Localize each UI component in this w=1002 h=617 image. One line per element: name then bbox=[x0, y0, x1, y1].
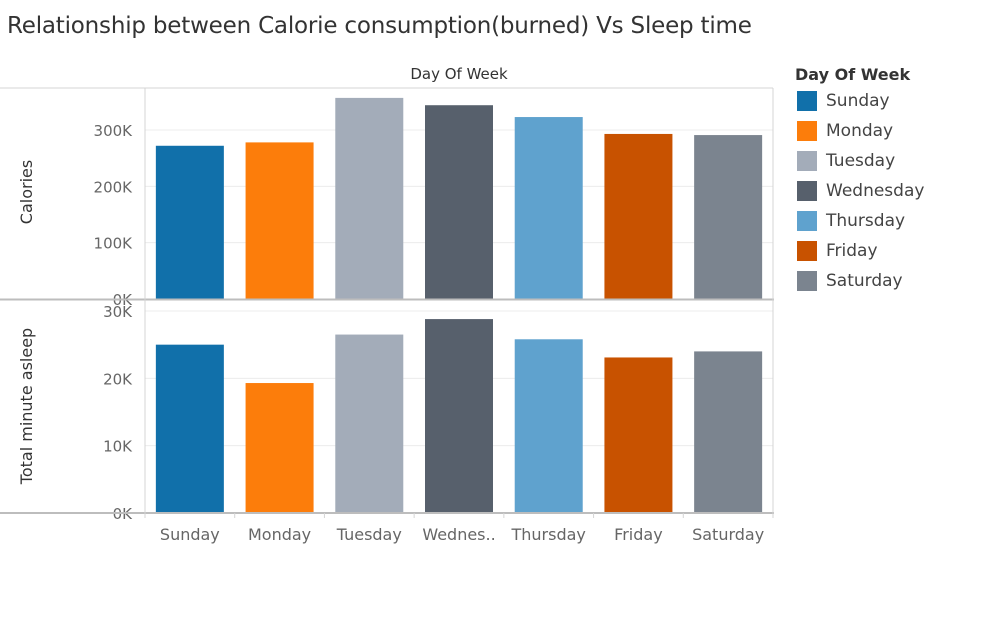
legend-item-friday[interactable]: Friday bbox=[795, 236, 995, 266]
legend-swatch bbox=[797, 181, 817, 201]
legend-label: Thursday bbox=[826, 211, 906, 231]
bar-sunday-calories[interactable] bbox=[155, 145, 224, 299]
x-tick-label: Saturday bbox=[692, 525, 764, 544]
x-tick-label: Monday bbox=[248, 525, 311, 544]
x-tick-label: Wednes.. bbox=[422, 525, 495, 544]
legend-label: Sunday bbox=[826, 91, 890, 111]
bar-tuesday-sleep[interactable] bbox=[335, 334, 404, 513]
y-tick-label: 10K bbox=[103, 438, 133, 456]
column-header: Day Of Week bbox=[410, 65, 508, 83]
legend-title: Day Of Week bbox=[795, 65, 911, 84]
x-tick-label: Thursday bbox=[511, 525, 586, 544]
legend-item-monday[interactable]: Monday bbox=[795, 116, 995, 146]
x-tick-label: Sunday bbox=[160, 525, 220, 544]
bar-thursday-sleep[interactable] bbox=[514, 339, 583, 513]
bar-tuesday-calories[interactable] bbox=[335, 97, 404, 299]
legend-item-tuesday[interactable]: Tuesday bbox=[795, 146, 995, 176]
legend-label: Saturday bbox=[826, 271, 903, 291]
legend-label: Monday bbox=[826, 121, 894, 141]
y-tick-label: 200K bbox=[94, 178, 134, 196]
bar-saturday-sleep[interactable] bbox=[694, 351, 763, 513]
x-tick-label: Tuesday bbox=[336, 525, 402, 544]
legend-label: Friday bbox=[826, 241, 878, 261]
legend-item-saturday[interactable]: Saturday bbox=[795, 266, 995, 296]
legend-swatch bbox=[797, 121, 817, 141]
y-tick-label: 20K bbox=[103, 370, 133, 388]
chart-title: Relationship between Calorie consumption… bbox=[7, 13, 752, 39]
legend-swatch bbox=[797, 91, 817, 111]
legend-item-sunday[interactable]: Sunday bbox=[795, 86, 995, 116]
legend-swatch bbox=[797, 271, 817, 291]
y-tick-label: 100K bbox=[94, 235, 134, 253]
x-tick-label: Friday bbox=[614, 525, 663, 544]
bar-wednes-sleep[interactable] bbox=[425, 319, 493, 513]
bar-monday-calories[interactable] bbox=[245, 142, 314, 299]
legend-label: Tuesday bbox=[826, 151, 896, 171]
y-tick-label: 300K bbox=[94, 122, 134, 140]
legend-label: Wednesday bbox=[826, 181, 925, 201]
legend[interactable]: Day Of Week Sunday Monday Tuesday Wednesday… bbox=[795, 64, 995, 296]
legend-swatch bbox=[797, 241, 817, 261]
legend-item-wednesday[interactable]: Wednesday bbox=[795, 176, 995, 206]
y-axis-label: Total minute asleep bbox=[17, 328, 36, 485]
bar-saturday-calories[interactable] bbox=[694, 135, 763, 299]
legend-swatch bbox=[797, 151, 817, 171]
bar-friday-sleep[interactable] bbox=[604, 357, 673, 513]
bar-monday-sleep[interactable] bbox=[245, 383, 314, 513]
bar-friday-calories[interactable] bbox=[604, 133, 673, 299]
y-tick-label: 30K bbox=[103, 303, 133, 321]
bar-wednes-calories[interactable] bbox=[425, 105, 493, 299]
bar-sunday-sleep[interactable] bbox=[155, 344, 224, 513]
y-axis-label: Calories bbox=[17, 160, 36, 224]
legend-item-thursday[interactable]: Thursday bbox=[795, 206, 995, 236]
bar-thursday-calories[interactable] bbox=[514, 117, 583, 299]
legend-swatch bbox=[797, 211, 817, 231]
